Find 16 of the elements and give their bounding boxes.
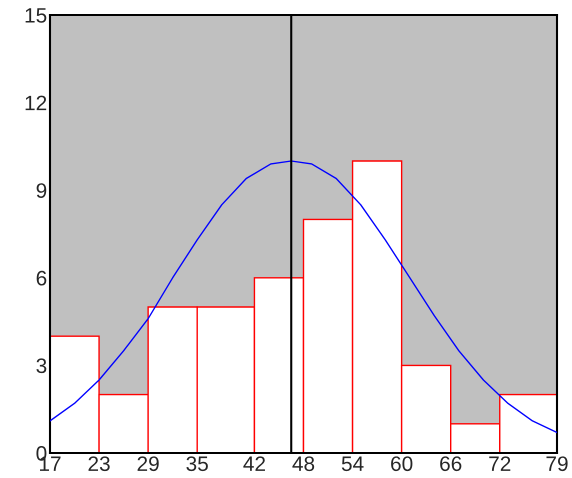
x-tick-label: 42	[243, 456, 265, 471]
y-tick-label: 15	[26, 8, 46, 23]
x-tick-label: 29	[138, 456, 159, 472]
x-tick-label: 48	[292, 456, 314, 472]
x-tick-label: 23	[88, 456, 110, 472]
y-tick-label: 9	[36, 183, 46, 198]
line-series	[50, 160, 557, 434]
x-tick-label: 79	[546, 456, 568, 472]
y-tick-label: 12	[26, 96, 46, 110]
x-tick-label: 60	[391, 456, 412, 472]
y-tick-label: 3	[36, 358, 46, 374]
x-tick-label: 72	[489, 456, 510, 471]
x-tick-label: 54	[342, 456, 364, 472]
x-tick-label: 35	[186, 456, 208, 472]
y-tick-label: 6	[36, 270, 46, 286]
x-tick-label: 66	[440, 456, 462, 472]
